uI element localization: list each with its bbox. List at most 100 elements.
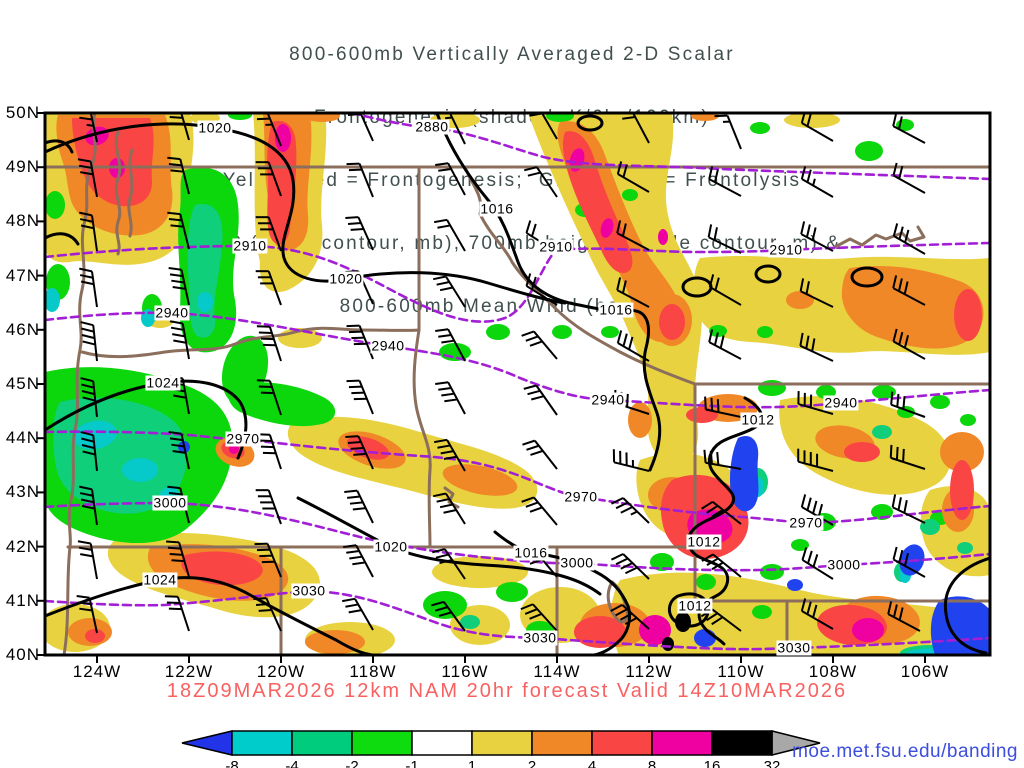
- wind-barb: [800, 598, 834, 630]
- contour-label: 2940: [370, 337, 406, 354]
- wind-barb: [344, 489, 374, 524]
- wind-barb: [255, 489, 282, 525]
- contour-label: 1020: [197, 119, 233, 136]
- contour-label: 3030: [522, 629, 558, 646]
- colorbar-cell: [291, 730, 353, 756]
- wind-barb: [79, 485, 98, 526]
- wind-barb: [521, 330, 558, 360]
- lat-label: 45N: [5, 374, 40, 393]
- colorbar-cell: [231, 730, 293, 756]
- wind-barb: [345, 435, 374, 470]
- wind-barb: [343, 544, 374, 578]
- lat-label: 41N: [5, 590, 40, 610]
- wind-barb: [701, 500, 742, 525]
- lon-label: 120W: [256, 662, 306, 681]
- contour-label: 2940: [823, 394, 859, 411]
- wind-barb: [800, 113, 834, 142]
- lat-label: 44N: [5, 428, 40, 448]
- colorbar-tick-label: 32: [763, 758, 781, 768]
- wind-barb: [431, 600, 466, 632]
- contour-label: 2970: [225, 430, 261, 447]
- wind-barb: [892, 223, 926, 255]
- contour-label: 1012: [677, 597, 713, 614]
- wind-barb: [522, 439, 558, 470]
- wind-barb: [520, 603, 558, 632]
- wind-barb: [800, 166, 834, 198]
- wind-barb: [79, 211, 98, 252]
- colorbar-cell: [651, 730, 713, 756]
- contour-label: 3030: [776, 639, 812, 656]
- wind-barb: [714, 114, 742, 150]
- contour-label: 1012: [740, 411, 776, 428]
- wind-barb: [708, 166, 742, 197]
- wind-barb: [704, 396, 742, 418]
- wind-barb: [80, 377, 98, 418]
- wind-barb: [432, 492, 466, 525]
- wind-barb: [79, 113, 98, 143]
- wind-barb: [80, 321, 98, 362]
- contour-label: 1024: [142, 571, 178, 588]
- contour-label: 1020: [373, 538, 409, 555]
- colorbar-tick-label: -2: [345, 758, 359, 768]
- contour-label: 2940: [590, 391, 626, 408]
- wind-barb: [799, 278, 834, 308]
- wind-barb: [255, 216, 282, 252]
- colorbar-tick-label: 1: [467, 758, 477, 768]
- wind-barb: [797, 448, 834, 472]
- wind-barb: [616, 277, 650, 308]
- wind-barb: [253, 597, 282, 632]
- lat-label: 49N: [5, 157, 40, 177]
- wind-barb: [168, 266, 190, 306]
- wind-barb: [79, 267, 98, 308]
- colorbar-cell: [531, 730, 593, 756]
- contour-label: 1016: [598, 301, 634, 318]
- lat-label: 47N: [5, 265, 40, 285]
- colorbar-tick-label: 16: [703, 758, 721, 768]
- wind-barb: [168, 430, 190, 470]
- wind-barb: [77, 158, 98, 198]
- wind-barb: [701, 553, 742, 578]
- wind-barb: [799, 332, 834, 362]
- wind-barb: [434, 218, 466, 252]
- wind-barb: [612, 449, 650, 472]
- banding-link[interactable]: moe.met.fsu.edu/banding: [792, 741, 1018, 762]
- wind-barb: [616, 161, 650, 193]
- lon-label: 116W: [441, 662, 489, 681]
- wind-barb: [167, 156, 190, 195]
- wind-barb: [255, 161, 282, 197]
- wind-barb: [255, 270, 282, 306]
- lat-label: 42N: [5, 536, 40, 556]
- wind-barb: [346, 379, 374, 415]
- contour-label: 1012: [686, 533, 722, 550]
- state-borders: [45, 113, 990, 655]
- contour-label: 2970: [563, 488, 599, 505]
- wind-barb: [610, 497, 650, 524]
- wind-barb: [892, 162, 926, 194]
- colorbar-tick-label: 8: [647, 758, 657, 768]
- wind-barb: [166, 540, 190, 578]
- colorbar-cell: [411, 730, 473, 756]
- wind-barb: [800, 221, 834, 252]
- colorbar-tick-label: -4: [285, 758, 299, 768]
- contour-label: 1016: [513, 544, 549, 561]
- contour-label: 3030: [291, 582, 327, 599]
- wind-barb: [169, 320, 190, 360]
- wind-barb: [254, 542, 282, 578]
- contour-label: 2910: [232, 237, 268, 254]
- wind-barb: [432, 548, 466, 580]
- wind-barb: [610, 553, 650, 580]
- lon-label: 122W: [164, 662, 214, 681]
- wind-barb: [887, 601, 921, 632]
- wind-barb: [889, 444, 926, 470]
- title-line: 800-600mb Vertically Averaged 2-D Scalar: [289, 44, 735, 65]
- lat-label: 50N: [5, 103, 40, 122]
- lon-label: 112W: [625, 662, 673, 681]
- contour-label: 1020: [328, 270, 364, 287]
- wind-barb: [254, 113, 282, 147]
- wind-barb: [342, 597, 374, 631]
- lon-label: 124W: [72, 662, 122, 681]
- contour-label: 2910: [768, 241, 804, 258]
- wind-barb: [610, 604, 650, 630]
- lat-label: 48N: [5, 211, 40, 231]
